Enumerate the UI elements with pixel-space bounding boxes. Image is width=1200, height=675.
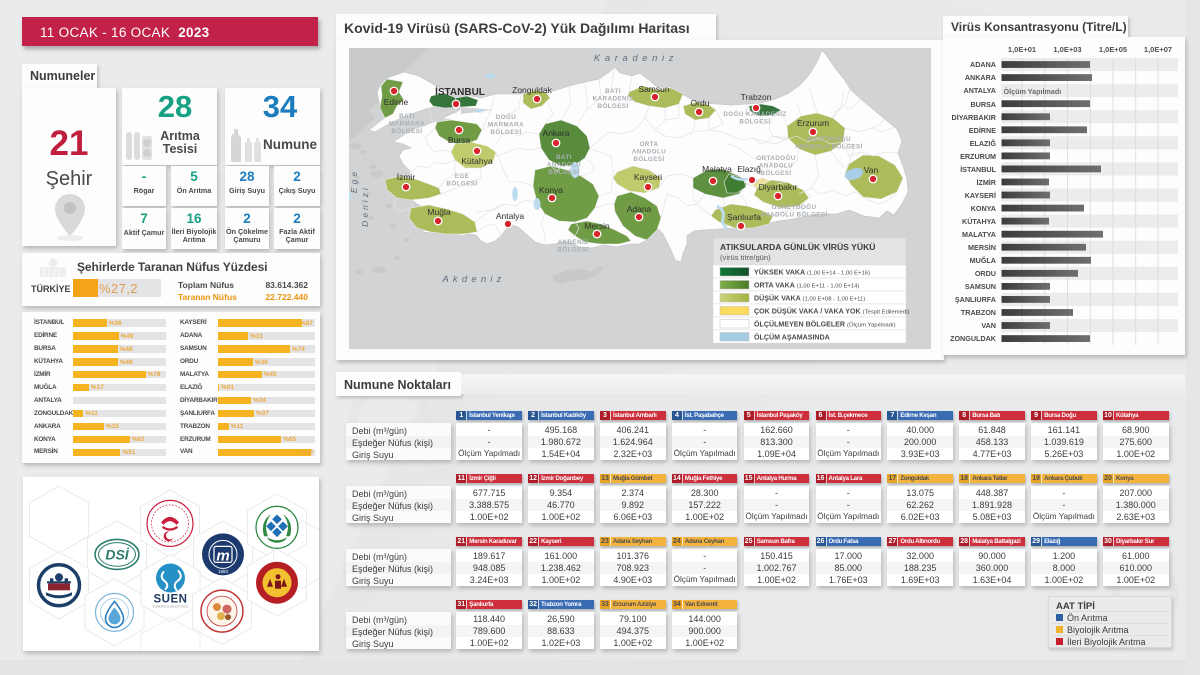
- svg-text:Elazığ: Elazığ: [737, 164, 761, 174]
- svg-text:ANADOLU: ANADOLU: [759, 163, 793, 170]
- svg-text:BÖLGESİ: BÖLGESİ: [633, 154, 664, 163]
- svg-text:KARADENİZ: KARADENİZ: [593, 95, 634, 103]
- svg-text:Samsun: Samsun: [638, 84, 669, 94]
- svg-text:ÇOK DÜŞÜK VAKA / VAKA YOK (Tes: ÇOK DÜŞÜK VAKA / VAKA YOK (Tespit Edilem…: [754, 306, 910, 315]
- svg-text:ÖLÇÜM AŞAMASINDA: ÖLÇÜM AŞAMASINDA: [754, 332, 830, 341]
- svg-text:BÖLGESİ: BÖLGESİ: [739, 117, 770, 126]
- svg-text:ANADOLU BÖLGESİ: ANADOLU BÖLGESİ: [795, 142, 863, 151]
- svg-text:ORTADOĞU: ORTADOĞU: [756, 153, 796, 162]
- svg-text:TÜRKİYE SU ENSTİTÜSÜ: TÜRKİYE SU ENSTİTÜSÜ: [153, 604, 189, 609]
- svg-text:GÜNEYDOĞU: GÜNEYDOĞU: [772, 202, 817, 211]
- svg-text:BÖLGESİ: BÖLGESİ: [548, 167, 579, 176]
- svg-text:Ankara: Ankara: [543, 128, 570, 138]
- svg-text:Konya: Konya: [539, 185, 563, 195]
- svg-text:BÖLGESİ: BÖLGESİ: [391, 126, 422, 135]
- svg-text:DOĞU KARADENİZ: DOĞU KARADENİZ: [723, 109, 786, 118]
- svg-text:Ordu: Ordu: [691, 98, 710, 108]
- svg-text:BATI: BATI: [605, 88, 621, 95]
- svg-text:Antalya: Antalya: [496, 211, 525, 221]
- svg-text:Erzurum: Erzurum: [797, 118, 829, 128]
- svg-text:BATI: BATI: [556, 154, 572, 161]
- svg-text:MARMARA: MARMARA: [389, 121, 425, 128]
- svg-text:Akdeniz: Akdeniz: [441, 274, 505, 285]
- svg-text:Edirne: Edirne: [384, 97, 409, 107]
- svg-text:ÖLÇÜLMEYEN BÖLGELER (Ölçüm Yap: ÖLÇÜLMEYEN BÖLGELER (Ölçüm Yapılmadı): [754, 319, 896, 328]
- svg-text:BÖLGESİ: BÖLGESİ: [597, 101, 628, 110]
- svg-text:1883: 1883: [218, 569, 229, 574]
- svg-text:Van: Van: [864, 165, 879, 175]
- svg-text:Diyarbakır: Diyarbakır: [759, 182, 798, 192]
- svg-text:ANADOLU: ANADOLU: [547, 162, 581, 169]
- svg-text:m: m: [216, 547, 229, 564]
- svg-text:SUEN: SUEN: [154, 594, 188, 606]
- svg-text:İSTANBUL: İSTANBUL: [435, 85, 485, 98]
- svg-text:BÖLGESİ: BÖLGESİ: [446, 179, 477, 188]
- svg-text:ANADOLU BÖLGESİ: ANADOLU BÖLGESİ: [760, 210, 828, 219]
- svg-text:Adana: Adana: [627, 204, 652, 214]
- svg-text:Kütahya: Kütahya: [461, 156, 492, 166]
- svg-text:(virüs titre/gün): (virüs titre/gün): [720, 253, 771, 262]
- svg-text:BATI: BATI: [399, 113, 415, 120]
- svg-text:Muğla: Muğla: [427, 207, 450, 217]
- svg-text:Ege: Ege: [349, 169, 359, 193]
- svg-text:DÜŞÜK VAKA (1,00 E+08 - 1,00 E: DÜŞÜK VAKA (1,00 E+08 - 1,00 E+11): [754, 293, 865, 302]
- svg-text:ORTA VAKA (1,00 E+11 - 1,00 E+: ORTA VAKA (1,00 E+11 - 1,00 E+14): [754, 281, 859, 289]
- svg-text:DSİ: DSİ: [105, 546, 129, 562]
- svg-text:KUZEYDOĞU: KUZEYDOĞU: [807, 134, 851, 143]
- svg-text:Karadeniz: Karadeniz: [594, 53, 678, 64]
- svg-text:Malatya: Malatya: [702, 164, 732, 174]
- svg-text:Trabzon: Trabzon: [741, 92, 772, 102]
- svg-text:ATIKSULARDA GÜNLÜK VİRÜS YÜKÜ: ATIKSULARDA GÜNLÜK VİRÜS YÜKÜ: [720, 242, 875, 252]
- svg-text:Şanlıurfa: Şanlıurfa: [727, 212, 761, 222]
- svg-text:ORTA: ORTA: [640, 141, 659, 148]
- svg-text:Kayseri: Kayseri: [634, 172, 662, 182]
- svg-text:BÖLGESİ: BÖLGESİ: [490, 127, 521, 136]
- svg-text:Mersin: Mersin: [584, 221, 610, 231]
- svg-text:DOĞU: DOĞU: [496, 112, 517, 121]
- svg-text:YÜKSEK VAKA (1,00 E+14 - 1,00: YÜKSEK VAKA (1,00 E+14 - 1,00 E+16): [754, 267, 870, 276]
- svg-text:AKDENİZ: AKDENİZ: [558, 238, 589, 246]
- svg-text:BÖLGESİ: BÖLGESİ: [557, 245, 588, 254]
- svg-text:MARMARA: MARMARA: [488, 122, 524, 129]
- svg-text:ANADOLU: ANADOLU: [632, 149, 666, 156]
- svg-text:EGE: EGE: [455, 173, 470, 180]
- svg-text:İzmir: İzmir: [397, 172, 416, 182]
- svg-text:BÖLGESİ: BÖLGESİ: [760, 168, 791, 177]
- svg-text:Zonguldak: Zonguldak: [512, 85, 552, 95]
- svg-text:Bursa: Bursa: [448, 135, 470, 145]
- svg-text:Denizi: Denizi: [360, 185, 370, 227]
